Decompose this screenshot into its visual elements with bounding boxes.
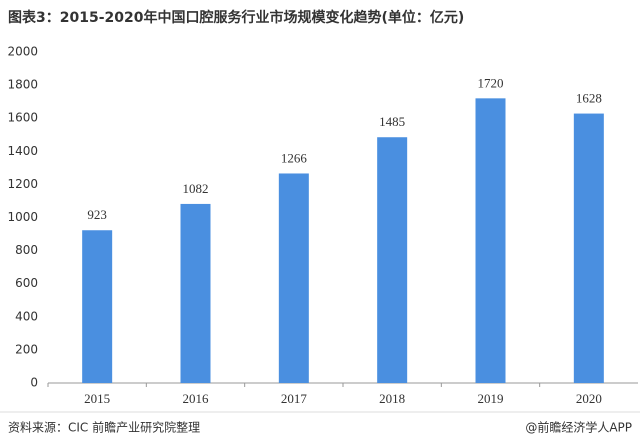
data-label: 1628 bbox=[576, 91, 602, 106]
y-tick-label: 2000 bbox=[7, 45, 38, 59]
data-label: 1266 bbox=[281, 150, 308, 165]
bar bbox=[82, 230, 113, 383]
y-tick-label: 1600 bbox=[7, 111, 38, 125]
y-tick-label: 1800 bbox=[7, 78, 38, 92]
y-tick-label: 1200 bbox=[7, 177, 38, 191]
x-tick-label: 2015 bbox=[84, 391, 110, 406]
source: 资料来源：CIC 前瞻产业研究院整理 bbox=[8, 420, 200, 435]
data-label: 1082 bbox=[183, 181, 209, 196]
bar bbox=[180, 203, 211, 383]
x-tick-label: 2020 bbox=[576, 391, 602, 406]
y-tick-label: 1400 bbox=[7, 144, 38, 158]
x-tick-label: 2016 bbox=[183, 391, 210, 406]
y-tick-label: 400 bbox=[15, 309, 38, 323]
y-tick-label: 1000 bbox=[7, 210, 38, 224]
y-tick-label: 200 bbox=[15, 342, 38, 356]
x-tick-label: 2019 bbox=[478, 391, 504, 406]
chart-title: 图表3：2015-2020年中国口腔服务行业市场规模变化趋势(单位：亿元) bbox=[8, 9, 464, 26]
bar bbox=[475, 98, 506, 383]
data-label: 923 bbox=[87, 207, 107, 222]
credit: @前瞻经济学人APP bbox=[525, 420, 632, 435]
x-tick-label: 2017 bbox=[281, 391, 308, 406]
y-tick-label: 600 bbox=[15, 276, 38, 290]
y-tick-label: 800 bbox=[15, 243, 38, 257]
bar bbox=[573, 113, 604, 383]
bar bbox=[278, 173, 309, 383]
data-label: 1720 bbox=[478, 75, 504, 90]
y-tick-label: 0 bbox=[30, 376, 38, 390]
bar bbox=[377, 137, 408, 383]
data-label: 1485 bbox=[379, 114, 405, 129]
x-tick-label: 2018 bbox=[379, 391, 405, 406]
